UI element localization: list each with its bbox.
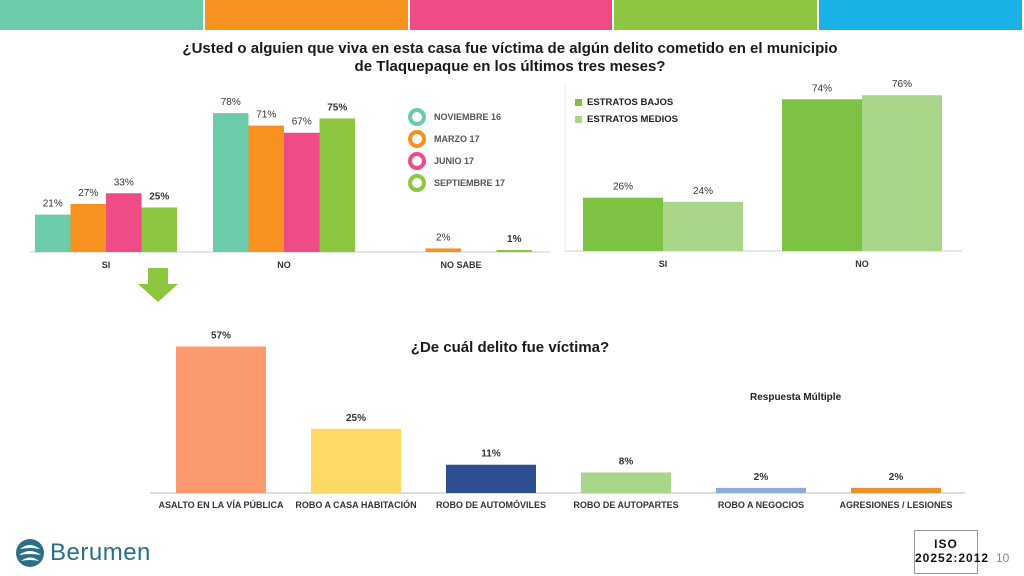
header-stripe bbox=[614, 0, 818, 30]
chart2-data-label: 24% bbox=[693, 186, 713, 197]
chart1-data-label: 75% bbox=[327, 103, 347, 114]
chart1-bar bbox=[284, 132, 320, 252]
header-stripe bbox=[819, 0, 1022, 30]
chart3-data-label: 11% bbox=[481, 449, 501, 460]
chart1-data-label: 78% bbox=[221, 97, 241, 108]
chart3-category-label: ASALTO EN LA VÍA PÚBLICA bbox=[158, 499, 284, 510]
chart1-bar bbox=[70, 203, 106, 252]
chart3-data-label: 2% bbox=[754, 472, 769, 483]
legend-swatch-icon bbox=[575, 116, 582, 123]
legend-ring-icon bbox=[408, 152, 426, 170]
legend-strata: ESTRATOS BAJOS ESTRATOS MEDIOS bbox=[575, 94, 678, 128]
legend-ring-icon bbox=[408, 108, 426, 126]
logo-text: Berumen bbox=[50, 539, 151, 566]
legend-item: MARZO 17 bbox=[408, 128, 505, 150]
chart2-data-label: 76% bbox=[892, 79, 912, 90]
chart1-category-label: NO SABE bbox=[440, 260, 481, 270]
header-stripe bbox=[204, 0, 408, 30]
chart1-data-label: 71% bbox=[256, 110, 276, 121]
chart1-bar bbox=[35, 214, 71, 252]
chart1-data-label: 27% bbox=[78, 188, 98, 199]
chart1-data-label: 1% bbox=[507, 234, 522, 245]
chart3-data-label: 57% bbox=[211, 331, 231, 342]
page-number: 10 bbox=[996, 551, 1010, 565]
chart2-bar bbox=[583, 197, 663, 251]
chart2-category-label: SI bbox=[659, 259, 668, 269]
iso-certification-seal: ISO 20252:2012 bbox=[914, 530, 990, 574]
chart2-data-label: 26% bbox=[613, 182, 633, 193]
chart3-data-label: 2% bbox=[889, 472, 904, 483]
chart1-bar bbox=[141, 207, 177, 252]
chart1-bar bbox=[106, 193, 142, 252]
chart1-category-label: SI bbox=[102, 260, 111, 270]
chart1-data-label: 2% bbox=[436, 232, 451, 243]
chart3-bar bbox=[581, 472, 671, 493]
legend-item: ESTRATOS MEDIOS bbox=[575, 111, 678, 128]
chart1-data-label: 33% bbox=[114, 177, 134, 188]
chart3-category-label: ROBO DE AUTOPARTES bbox=[573, 500, 678, 510]
chart2-bar bbox=[782, 99, 862, 251]
legend-swatch-icon bbox=[575, 99, 582, 106]
multiple-response-note: Respuesta Múltiple bbox=[750, 392, 842, 403]
chart2-bar bbox=[862, 95, 942, 251]
chart3-bar bbox=[716, 487, 806, 493]
legend-label: NOVIEMBRE 16 bbox=[434, 112, 502, 122]
legend-item: SEPTIEMBRE 17 bbox=[408, 172, 505, 194]
chart1-bar bbox=[496, 250, 532, 252]
chart2-data-label: 74% bbox=[812, 83, 832, 94]
legend-label: JUNIO 17 bbox=[434, 156, 475, 166]
chart3-data-label: 25% bbox=[346, 413, 366, 424]
chart3-bar bbox=[851, 487, 941, 493]
chart3-data-label: 8% bbox=[619, 456, 634, 467]
legend-label: ESTRATOS MEDIOS bbox=[587, 114, 678, 125]
legend-item: NOVIEMBRE 16 bbox=[408, 106, 505, 128]
legend-label: ESTRATOS BAJOS bbox=[587, 97, 674, 108]
chart3-bar bbox=[446, 464, 536, 493]
header-stripe bbox=[409, 0, 613, 30]
chart2-category-label: NO bbox=[855, 259, 869, 269]
legend-ring-icon bbox=[408, 174, 426, 192]
legend-periods: NOVIEMBRE 16 MARZO 17 JUNIO 17 SEPTIEMBRE 1… bbox=[408, 106, 505, 194]
chart3-bar bbox=[176, 346, 266, 493]
chart3-bar bbox=[311, 428, 401, 493]
legend-item: ESTRATOS BAJOS bbox=[575, 94, 678, 111]
chart1-bar bbox=[248, 125, 284, 252]
chart1-data-label: 21% bbox=[43, 199, 63, 210]
legend-ring-icon bbox=[408, 130, 426, 148]
chart1-category-label: NO bbox=[277, 260, 291, 270]
down-arrow-icon bbox=[138, 268, 178, 302]
berumen-logo-icon bbox=[16, 539, 44, 567]
main-question-title: ¿Usted o alguien que viva en esta casa f… bbox=[182, 40, 838, 75]
header-stripe bbox=[0, 0, 203, 30]
chart1-bar bbox=[425, 248, 461, 252]
chart3-category-label: ROBO DE AUTOMÓVILES bbox=[436, 499, 546, 510]
chart1-data-label: 25% bbox=[149, 192, 169, 203]
second-question-title: ¿De cuál delito fue víctima? bbox=[410, 339, 610, 356]
chart3-category-label: ROBO A CASA HABITACIÓN bbox=[295, 499, 416, 510]
legend-label: SEPTIEMBRE 17 bbox=[434, 178, 506, 188]
chart1-bar bbox=[319, 118, 355, 252]
cert-text: ISO 20252:2012 bbox=[915, 537, 990, 565]
chart1-data-label: 67% bbox=[292, 117, 312, 128]
legend-item: JUNIO 17 bbox=[408, 150, 505, 172]
legend-label: MARZO 17 bbox=[434, 134, 480, 144]
chart1-bar bbox=[213, 113, 249, 252]
chart3-category-label: ROBO A NEGOCIOS bbox=[718, 500, 804, 510]
chart3-category-label: AGRESIONES / LESIONES bbox=[839, 500, 952, 510]
chart2-bar bbox=[663, 201, 743, 251]
berumen-logo: Berumen bbox=[14, 537, 151, 569]
